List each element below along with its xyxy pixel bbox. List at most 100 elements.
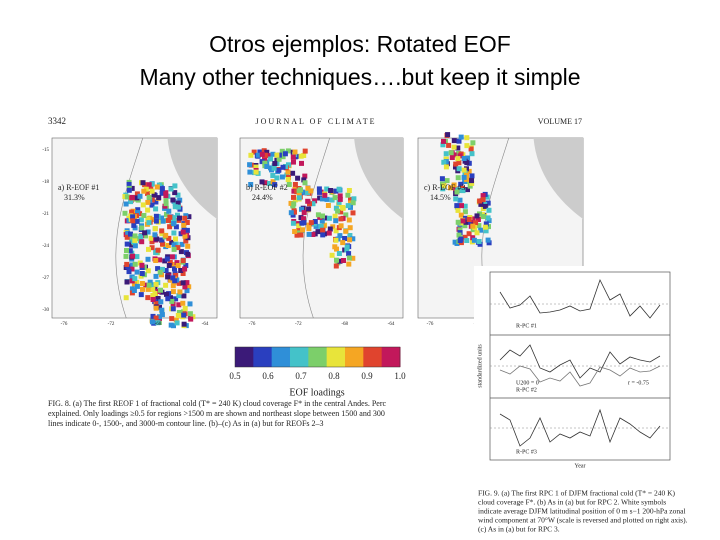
loading-pixel xyxy=(335,208,341,214)
loading-pixel xyxy=(350,236,356,242)
loading-pixel xyxy=(338,216,344,222)
loading-pixel xyxy=(456,166,462,172)
loading-pixel xyxy=(163,282,169,288)
loading-pixel xyxy=(175,313,181,318)
loading-pixel xyxy=(329,197,335,203)
loading-pixel xyxy=(126,187,132,193)
loading-pixel xyxy=(279,148,285,154)
loading-pixel xyxy=(449,155,455,160)
loading-pixel xyxy=(178,268,184,273)
loading-pixel xyxy=(298,187,303,193)
loading-pixel xyxy=(145,286,151,292)
loading-pixel xyxy=(264,149,270,155)
loading-pixel xyxy=(466,217,472,222)
loading-pixel xyxy=(159,307,165,313)
loading-pixel xyxy=(350,255,356,261)
loading-pixel xyxy=(482,203,488,209)
panel-label: b) R-EOF #2 xyxy=(246,183,288,192)
colorbar-tick-label: 0.8 xyxy=(328,371,340,381)
loading-pixel xyxy=(163,201,169,207)
loading-pixel xyxy=(134,283,140,289)
loading-pixel xyxy=(470,235,476,241)
volume: VOLUME 17 xyxy=(538,117,582,126)
loading-pixel xyxy=(149,245,155,251)
loading-pixel xyxy=(457,197,463,203)
loading-pixel xyxy=(462,158,468,164)
loading-pixel xyxy=(464,135,470,141)
loading-pixel xyxy=(280,154,286,160)
loading-pixel xyxy=(181,321,187,327)
loading-pixel xyxy=(129,209,135,215)
loading-pixel xyxy=(341,258,346,263)
caption-line: FIG. 9. (a) The first RPC 1 of DJFM frac… xyxy=(478,489,675,498)
loading-pixel xyxy=(448,185,453,191)
loading-pixel xyxy=(180,258,186,264)
loading-pixel xyxy=(262,180,268,186)
loading-pixel xyxy=(171,221,177,226)
loading-pixel xyxy=(182,305,188,311)
loading-pixel xyxy=(132,237,138,243)
loading-pixel xyxy=(180,229,186,235)
loading-pixel xyxy=(160,266,165,272)
loading-pixel xyxy=(463,219,469,225)
loading-pixel xyxy=(474,230,480,236)
loading-pixel xyxy=(330,189,336,195)
loading-pixel xyxy=(350,210,356,216)
caption-line: wind component at 70°W (scale is reverse… xyxy=(478,516,688,525)
loading-pixel xyxy=(132,276,138,282)
loading-pixel xyxy=(157,314,162,320)
loading-pixel xyxy=(462,223,468,229)
loading-pixel xyxy=(302,148,308,154)
loading-pixel xyxy=(149,181,155,187)
lon-tick-label: -76 xyxy=(61,322,68,327)
loading-pixel xyxy=(129,194,135,200)
loading-pixel xyxy=(175,263,181,268)
panel-percent: 14.5% xyxy=(430,193,451,202)
loading-pixel xyxy=(312,219,318,224)
loading-pixel xyxy=(138,233,144,239)
x-axis-label: Year xyxy=(574,463,585,469)
loading-pixel xyxy=(455,145,461,151)
loading-pixel xyxy=(270,173,276,178)
loading-pixel xyxy=(123,295,129,301)
loading-pixel xyxy=(159,312,165,318)
loading-pixel xyxy=(301,210,307,216)
loading-pixel xyxy=(451,138,457,144)
loading-pixel xyxy=(151,192,157,198)
loading-pixel xyxy=(446,142,452,148)
loading-pixel xyxy=(145,190,150,196)
loading-pixel xyxy=(464,143,470,149)
loading-pixel xyxy=(441,159,447,165)
loading-pixel xyxy=(182,266,188,272)
loading-pixel xyxy=(329,252,335,258)
colorbar-segment xyxy=(381,347,401,367)
loading-pixel xyxy=(159,237,165,243)
loading-pixel xyxy=(290,154,296,160)
loading-pixel xyxy=(291,159,296,165)
loading-pixel xyxy=(441,183,447,189)
loading-pixel xyxy=(347,237,353,243)
loading-pixel xyxy=(183,238,189,244)
loading-pixel xyxy=(155,247,161,253)
loading-pixel xyxy=(458,134,464,140)
loading-pixel xyxy=(317,214,323,220)
loading-pixel xyxy=(296,223,302,229)
colorbar-segment xyxy=(271,347,291,367)
loading-pixel xyxy=(139,239,145,245)
loading-pixel xyxy=(461,156,467,161)
loading-pixel xyxy=(173,236,178,242)
loading-pixel xyxy=(340,205,346,210)
loading-pixel xyxy=(468,146,474,152)
loading-pixel xyxy=(153,213,159,219)
loading-pixel xyxy=(272,182,278,188)
loading-pixel xyxy=(134,254,140,260)
loading-pixel xyxy=(146,182,152,188)
loading-pixel xyxy=(338,223,344,229)
loading-pixel xyxy=(166,218,171,223)
loading-pixel xyxy=(162,203,168,209)
loading-pixel xyxy=(443,151,449,157)
loading-pixel xyxy=(177,215,182,221)
loading-pixel xyxy=(467,183,473,189)
loading-pixel xyxy=(139,281,145,286)
legend-entry: U200 = 0 xyxy=(516,380,539,386)
